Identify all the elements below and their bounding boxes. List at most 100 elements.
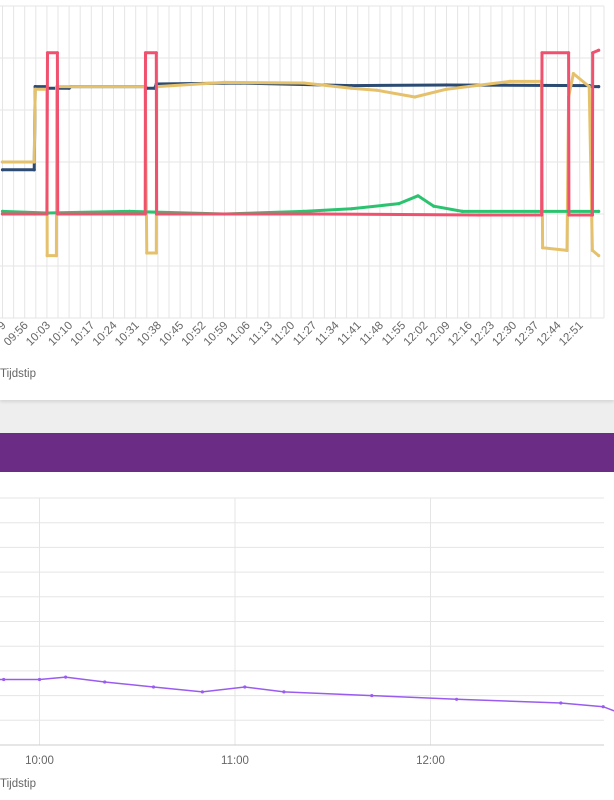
data-point bbox=[559, 701, 563, 705]
data-point bbox=[143, 51, 148, 55]
data-point bbox=[591, 51, 595, 55]
x-tick-label: 12:02 bbox=[402, 320, 431, 349]
x-tick-label: 12:51 bbox=[557, 320, 586, 349]
data-point bbox=[597, 48, 601, 52]
data-point bbox=[590, 213, 595, 217]
x-tick-label: 11:13 bbox=[247, 320, 275, 348]
x-tick-label: 10:10 bbox=[46, 320, 75, 349]
x-tick-label: 10:52 bbox=[180, 320, 209, 349]
data-point bbox=[571, 72, 576, 76]
data-point bbox=[597, 209, 601, 213]
data-point bbox=[37, 677, 42, 682]
data-point bbox=[318, 212, 322, 216]
data-point bbox=[567, 51, 571, 55]
data-point bbox=[349, 86, 353, 90]
data-point bbox=[416, 194, 420, 198]
x-tick-label: 12:16 bbox=[446, 320, 475, 349]
data-point bbox=[243, 685, 247, 689]
data-point bbox=[64, 675, 68, 679]
x-tick-label: 12:23 bbox=[468, 320, 497, 349]
data-point bbox=[32, 168, 36, 172]
x-tick-label: 12:09 bbox=[424, 320, 453, 349]
data-point bbox=[2, 677, 6, 682]
data-point bbox=[597, 254, 601, 258]
x-tick-label: 10:31 bbox=[113, 320, 142, 349]
data-point bbox=[601, 705, 605, 709]
data-point bbox=[143, 212, 147, 216]
series-line-1 bbox=[2, 72, 600, 258]
series-line-0 bbox=[2, 81, 599, 172]
x-tick-label: 11:41 bbox=[336, 320, 364, 348]
x-tick-label: 09:56 bbox=[2, 320, 31, 349]
top-line-chart: 909:5610:0310:1010:1710:2410:3110:3810:4… bbox=[0, 5, 605, 380]
data-point bbox=[541, 246, 545, 250]
data-point bbox=[597, 85, 601, 89]
data-point bbox=[282, 690, 286, 694]
bottom-chart-series bbox=[0, 675, 614, 712]
data-point bbox=[55, 51, 60, 55]
data-point bbox=[0, 209, 5, 213]
x-tick-label: 11:34 bbox=[313, 319, 342, 348]
top-chart-card: 9 09:56 10:03 10:10 10:17 10:24 10:31 10:38 10:4… bbox=[0, 0, 614, 400]
data-point bbox=[32, 160, 36, 164]
data-point bbox=[444, 87, 449, 91]
x-tick-label: 10:45 bbox=[157, 320, 186, 349]
data-point bbox=[45, 51, 50, 55]
data-point bbox=[222, 80, 227, 84]
x-tick-label: 11:20 bbox=[269, 320, 297, 348]
data-point bbox=[397, 202, 401, 206]
x-tick-label: 10:38 bbox=[135, 320, 164, 349]
x-tick-label: 10:00 bbox=[25, 755, 54, 767]
series-line-0 bbox=[0, 676, 614, 712]
data-point bbox=[302, 81, 306, 85]
series-line-3 bbox=[2, 48, 600, 217]
bottom-chart-grid bbox=[0, 497, 604, 746]
series-line-2 bbox=[2, 194, 599, 216]
data-point bbox=[0, 212, 5, 216]
x-tick-label: 11:27 bbox=[291, 320, 319, 348]
data-point bbox=[154, 51, 158, 55]
x-tick-label: 12:30 bbox=[490, 320, 519, 349]
data-point bbox=[200, 690, 204, 694]
data-point bbox=[151, 685, 156, 689]
x-tick-label: 12:00 bbox=[416, 755, 445, 767]
data-point bbox=[154, 251, 158, 255]
card-header-bar bbox=[0, 433, 614, 472]
top-chart-x-ticks: 909:5610:0310:1010:1710:2410:3110:3810:4… bbox=[0, 319, 586, 348]
bottom-x-axis-label: Tijdstip bbox=[0, 778, 36, 790]
data-point bbox=[33, 85, 37, 89]
x-tick-label: 11:00 bbox=[221, 755, 249, 767]
data-point bbox=[0, 160, 5, 164]
bottom-line-chart: 10:00 11:00 12:00 Tijdstip bbox=[0, 497, 614, 790]
x-tick-label: 9 bbox=[0, 320, 9, 333]
data-point bbox=[375, 88, 379, 92]
data-point bbox=[455, 697, 459, 701]
data-point bbox=[349, 207, 353, 211]
data-point bbox=[565, 248, 569, 252]
data-point bbox=[540, 51, 544, 55]
data-point bbox=[33, 87, 37, 91]
data-point bbox=[476, 213, 480, 217]
x-tick-label: 10:17 bbox=[69, 320, 98, 349]
data-point bbox=[45, 254, 49, 258]
data-point bbox=[590, 248, 595, 252]
data-point bbox=[302, 209, 306, 213]
bottom-chart-x-ticks: 10:00 11:00 12:00 bbox=[25, 755, 445, 767]
data-point bbox=[145, 251, 149, 255]
data-point bbox=[45, 212, 49, 216]
top-chart-grid bbox=[0, 5, 605, 319]
x-tick-label: 12:44 bbox=[535, 319, 564, 348]
data-point bbox=[370, 694, 374, 698]
data-point bbox=[127, 209, 131, 213]
data-point bbox=[508, 79, 512, 83]
x-tick-label: 12:37 bbox=[513, 320, 542, 349]
data-point bbox=[460, 209, 464, 213]
bottom-chart-card: 10:00 11:00 12:00 Tijdstip bbox=[0, 433, 614, 800]
data-point bbox=[540, 213, 544, 217]
data-point bbox=[444, 83, 449, 87]
data-point bbox=[567, 213, 571, 217]
x-tick-label: 10:59 bbox=[202, 320, 231, 349]
data-point bbox=[349, 84, 353, 88]
top-x-axis-label: Tijdstip bbox=[0, 368, 36, 380]
data-point bbox=[32, 212, 36, 216]
